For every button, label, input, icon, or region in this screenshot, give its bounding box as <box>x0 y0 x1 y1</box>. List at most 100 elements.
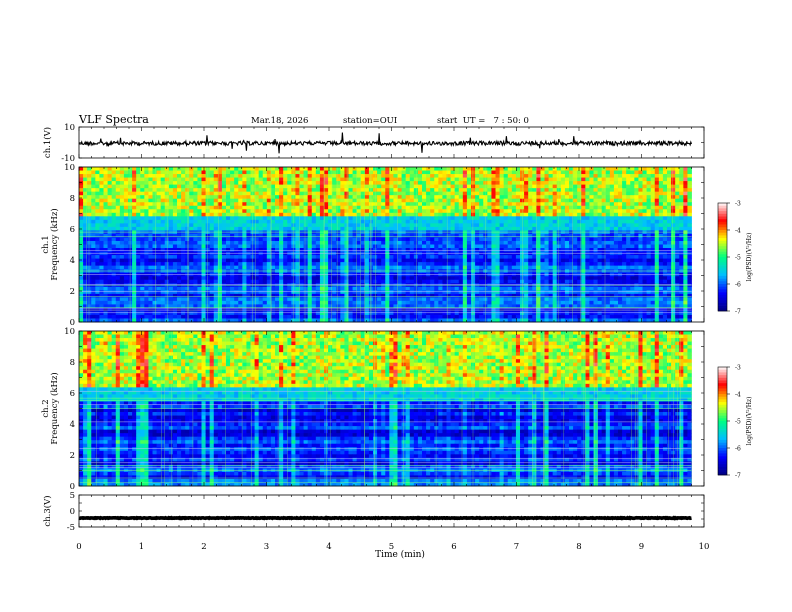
spectrogram-cell <box>524 262 529 267</box>
spectrogram-cell <box>430 233 435 238</box>
spectrogram-cell <box>548 184 554 189</box>
spectrogram-cell <box>646 240 652 245</box>
spectrogram-cell <box>177 174 182 178</box>
spectrogram-cell <box>311 198 317 203</box>
spectrogram-cell <box>417 258 423 263</box>
spectrogram-cell <box>213 191 219 196</box>
spectrogram-cell <box>413 198 419 203</box>
spectrogram-cell <box>246 219 251 224</box>
spectrogram-cell <box>140 265 145 270</box>
spectrogram-cell <box>266 237 272 242</box>
spectrogram-cell <box>123 251 129 256</box>
spectrogram-cell <box>564 265 570 270</box>
spectrogram-cell <box>336 216 341 221</box>
spectrogram-cell <box>201 216 206 221</box>
spectrogram-cell <box>471 248 476 252</box>
spectrogram-cell <box>144 202 149 207</box>
spectrogram-cell <box>258 195 264 200</box>
spectrogram-cell <box>413 174 419 178</box>
spectrogram-cell <box>597 205 603 210</box>
spectrogram-cell <box>683 181 688 186</box>
spectrogram-cell <box>140 251 145 256</box>
spectrogram-cell <box>487 219 492 224</box>
spectrogram-cell <box>119 233 125 238</box>
spectrogram-cell <box>679 233 684 238</box>
spectrogram-cell <box>242 174 247 178</box>
spectrogram-cell <box>515 262 521 267</box>
spectrogram-cell <box>450 262 456 267</box>
spectrogram-cell <box>581 251 586 256</box>
spectrogram-cell <box>511 255 517 259</box>
spectrogram-cell <box>356 177 362 182</box>
spectrogram-cell <box>601 202 607 207</box>
spectrogram-cell <box>528 202 533 207</box>
spectrogram-cell <box>532 248 537 252</box>
spectrogram-cell <box>585 212 590 217</box>
spectrogram-cell <box>315 262 321 267</box>
spectrogram-cell <box>524 230 529 235</box>
spectrogram-cell <box>160 230 166 235</box>
spectrogram-cell <box>503 174 509 178</box>
spectrogram-cell <box>83 170 88 175</box>
spectrogram-cell <box>450 184 456 189</box>
spectrogram-cell <box>132 262 137 267</box>
spectrogram-cell <box>336 177 341 182</box>
spectrogram-cell <box>389 170 394 175</box>
spectrogram-cell <box>401 276 407 281</box>
spectrogram-cell <box>401 248 407 252</box>
spectrogram-cell <box>667 255 672 259</box>
spectrogram-cell <box>499 276 505 281</box>
spectrogram-cell <box>172 205 178 210</box>
spectrogram-cell <box>181 233 186 238</box>
spectrogram-cell <box>111 248 117 252</box>
spectrogram-cell <box>83 233 88 238</box>
spectrogram-cell <box>205 170 211 175</box>
spectrogram-cell <box>426 188 431 193</box>
spectrogram-cell <box>87 226 92 231</box>
spectrogram-cell <box>311 195 317 200</box>
spectrogram-cell <box>385 181 390 186</box>
spectrogram-cell <box>136 167 141 171</box>
spectrogram-cell <box>642 265 647 270</box>
spectrogram-cell <box>601 188 607 193</box>
spectrogram-cell <box>262 255 268 259</box>
spectrogram-cell <box>491 205 496 210</box>
spectrogram-cell <box>254 226 260 231</box>
spectrogram-cell <box>91 174 96 178</box>
spectrogram-cell <box>307 188 313 193</box>
spectrogram-cell <box>103 233 108 238</box>
y-tick-label: -10 <box>61 154 75 164</box>
spectrogram-cell <box>548 181 554 186</box>
spectrogram-cell <box>515 167 521 171</box>
spectrogram-cell <box>348 230 353 235</box>
spectrogram-cell <box>654 276 660 281</box>
spectrogram-cell <box>270 198 276 203</box>
spectrogram-cell <box>217 191 223 196</box>
spectrogram-cell <box>103 216 108 221</box>
spectrogram-cell <box>630 248 635 252</box>
spectrogram-cell <box>340 202 345 207</box>
spectrogram-cell <box>491 209 496 214</box>
spectrogram-cell <box>246 216 251 221</box>
spectrogram-cell <box>597 262 603 267</box>
spectrogram-cell <box>336 279 341 284</box>
spectrogram-cell <box>83 195 88 200</box>
spectrogram-cell <box>609 255 615 259</box>
spectrogram-cell <box>609 233 615 238</box>
spectrogram-cell <box>609 202 615 207</box>
spectrogram-cell <box>634 202 639 207</box>
spectrogram-cell <box>409 223 415 228</box>
spectrogram-cell <box>246 195 251 200</box>
spectrogram-cell <box>413 248 419 252</box>
spectrogram-cell <box>119 258 125 263</box>
spectrogram-cell <box>348 251 353 256</box>
spectrogram-cell <box>471 276 476 281</box>
spectrogram-cell <box>360 167 366 171</box>
spectrogram-cell <box>405 181 411 186</box>
spectrogram-cell <box>279 216 284 221</box>
spectrogram-cell <box>303 240 309 245</box>
spectrogram-cell <box>409 258 415 263</box>
spectrogram-cell <box>438 230 443 235</box>
spectrogram-cell <box>564 205 570 210</box>
spectrogram-cell <box>270 216 276 221</box>
